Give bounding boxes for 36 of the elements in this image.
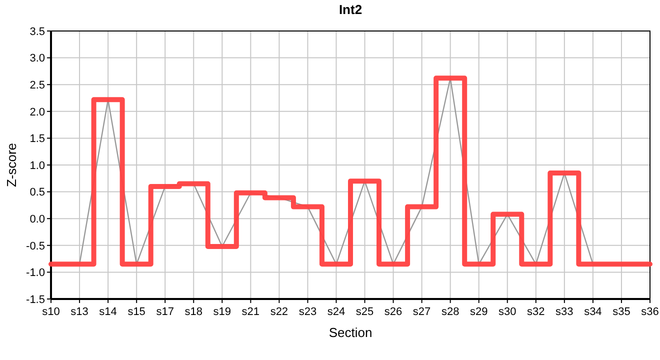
y-tick-label: 2.5	[30, 79, 45, 92]
x-tick-label: s28	[441, 306, 460, 318]
y-tick-label: 1.5	[30, 133, 45, 146]
x-tick-label: s13	[70, 306, 88, 318]
x-tick-label: s22	[270, 306, 288, 318]
y-tick-label: 3.5	[30, 26, 45, 38]
x-tick-label: s26	[384, 306, 402, 318]
x-tick-label: s35	[612, 306, 630, 318]
y-tick-label: 0.0	[30, 213, 45, 226]
x-axis-title: Section	[328, 325, 372, 340]
chart-title: Int2	[338, 2, 362, 17]
x-tick-label: s30	[498, 306, 516, 318]
x-tick-label: s25	[356, 306, 374, 318]
y-axis-title: Z-score	[4, 142, 19, 188]
x-tick-label: s29	[470, 306, 488, 318]
x-tick-label: s10	[42, 306, 60, 318]
x-tick-label: s33	[556, 306, 574, 318]
x-tick-label: s24	[327, 306, 346, 318]
y-tick-label: 2.0	[30, 106, 45, 118]
x-tick-label: s21	[242, 306, 260, 318]
y-tick-label: 1.0	[30, 160, 45, 172]
y-tick-label: -1.0	[26, 267, 45, 280]
x-tick-label: s15	[128, 306, 146, 318]
x-tick-label: s17	[156, 306, 174, 318]
y-tick-label: 3.0	[30, 52, 45, 65]
x-tick-label: s18	[184, 306, 202, 318]
x-tick-label: s36	[641, 306, 659, 318]
y-tick-label: -1.5	[26, 294, 45, 306]
y-tick-label: 0.5	[30, 186, 45, 199]
x-tick-label: s14	[99, 306, 117, 318]
x-tick-label: s19	[213, 306, 232, 318]
x-tick-label: s34	[584, 306, 602, 318]
x-tick-label: s27	[412, 306, 431, 318]
y-tick-label: -0.5	[26, 240, 45, 252]
x-tick-label: s23	[298, 306, 317, 318]
x-tick-label: s32	[527, 306, 545, 318]
